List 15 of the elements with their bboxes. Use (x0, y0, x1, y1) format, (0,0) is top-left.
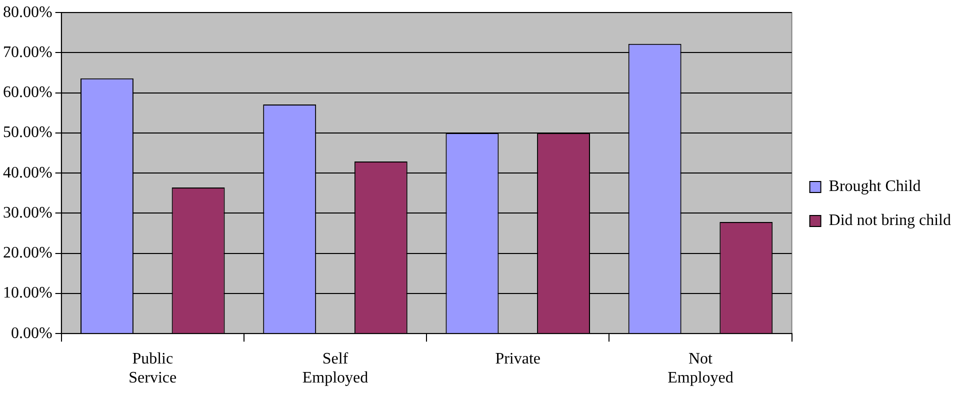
y-tick-label: 40.00% (3, 164, 52, 182)
y-tick-label: 0.00% (11, 324, 52, 342)
y-tick-label: 30.00% (3, 204, 52, 222)
legend-label: Did not bring child (828, 212, 952, 230)
y-tick-label: 50.00% (3, 124, 52, 142)
y-tick-label: 20.00% (3, 244, 52, 262)
y-tick-label: 60.00% (3, 84, 52, 102)
y-tick-label: 80.00% (3, 4, 52, 21)
legend-label: Brought Child (828, 178, 921, 196)
y-tick-label: 70.00% (3, 44, 52, 61)
x-tick-label: Not Employed (668, 350, 734, 387)
x-tick-label: Public Service (128, 350, 177, 387)
y-tick-label: 10.00% (3, 284, 52, 302)
x-tick-label: Private (495, 350, 541, 368)
x-tick-label: Self Employed (302, 350, 368, 387)
